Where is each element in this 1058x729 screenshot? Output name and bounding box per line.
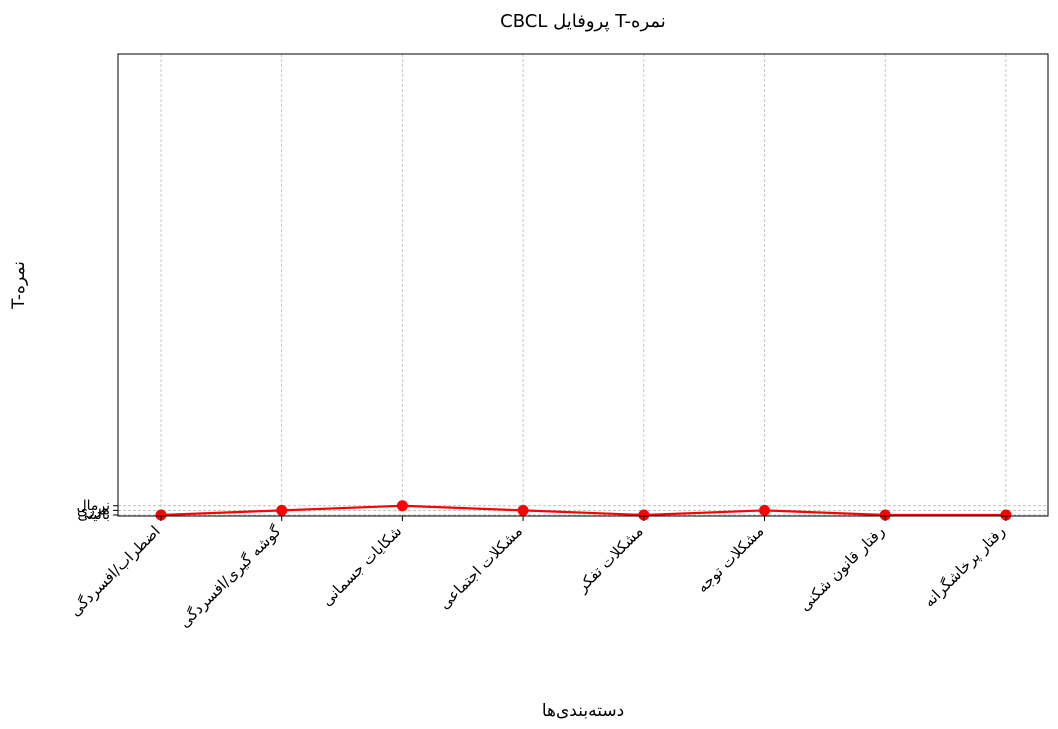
data-point xyxy=(879,509,891,521)
data-point xyxy=(155,509,167,521)
y-tick-label: بالینی xyxy=(77,507,110,523)
y-tick-label: نرمال xyxy=(76,498,110,514)
series-layer xyxy=(155,500,1012,521)
plot-frame xyxy=(117,53,1049,517)
data-point xyxy=(759,504,770,516)
y-tick-label: مرزی xyxy=(77,502,110,518)
data-point xyxy=(638,509,650,521)
data-point xyxy=(396,500,408,512)
x-axis-label: دسته‌بندی‌ها xyxy=(542,701,624,721)
data-point xyxy=(517,504,529,516)
chart-title: CBCL پروفایل T-نمره xyxy=(500,11,666,32)
y-axis-label: T-نمره xyxy=(9,261,29,310)
data-point xyxy=(276,504,288,516)
data-point xyxy=(1000,509,1012,521)
series-line xyxy=(160,504,1006,517)
